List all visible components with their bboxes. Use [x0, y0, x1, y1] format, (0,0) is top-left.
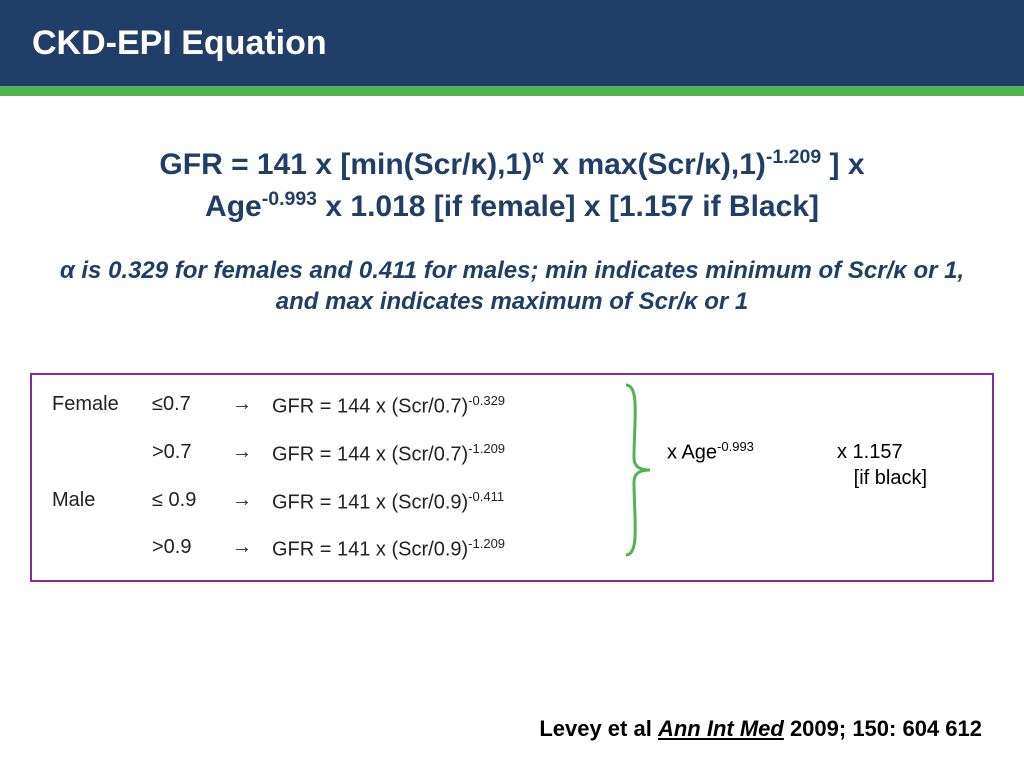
equation-line-2: Age-0.993 x 1.018 [if female] x [1.157 i…	[40, 186, 984, 228]
row-sex	[52, 536, 152, 562]
arrow-icon: →	[232, 536, 272, 562]
row-cond: >0.9	[152, 536, 232, 562]
black-multiplier-line2: [if black]	[854, 467, 927, 489]
row-sex: Male	[52, 489, 152, 515]
equation-note: α is 0.329 for females and 0.411 for mal…	[40, 255, 984, 317]
cases-grid: Female ≤0.7 → GFR = 144 x (Scr/0.7)-0.32…	[52, 393, 972, 562]
row-formula: GFR = 144 x (Scr/0.7)-1.209	[272, 441, 602, 467]
row-formula: GFR = 144 x (Scr/0.7)-0.329	[272, 393, 602, 419]
arrow-icon: →	[232, 393, 272, 419]
slide-title: CKD-EPI Equation	[32, 24, 327, 63]
row-cond: ≤0.7	[152, 393, 232, 419]
black-multiplier-line1: x 1.157	[837, 441, 903, 463]
citation-rest: 2009; 150: 604 612	[784, 716, 982, 741]
citation-journal: Ann Int Med	[658, 716, 784, 741]
black-multiplier: x 1.157 [if black]	[837, 439, 927, 491]
row-formula: GFR = 141 x (Scr/0.9)-1.209	[272, 536, 602, 562]
row-formula: GFR = 141 x (Scr/0.9)-0.411	[272, 489, 602, 515]
slide-header: CKD-EPI Equation	[0, 0, 1024, 86]
brace-icon	[622, 383, 654, 557]
citation: Levey et al Ann Int Med 2009; 150: 604 6…	[539, 716, 982, 742]
slide: CKD-EPI Equation GFR = 141 x [min(Scr/κ)…	[0, 0, 1024, 768]
equation-block: GFR = 141 x [min(Scr/κ),1)α x max(Scr/κ)…	[0, 96, 1024, 317]
age-multiplier: x Age-0.993	[667, 439, 754, 465]
citation-author: Levey et al	[539, 716, 658, 741]
row-sex: Female	[52, 393, 152, 419]
row-cond: >0.7	[152, 441, 232, 467]
row-cond: ≤ 0.9	[152, 489, 232, 515]
accent-bar	[0, 86, 1024, 96]
arrow-icon: →	[232, 441, 272, 467]
cases-table: Female ≤0.7 → GFR = 144 x (Scr/0.7)-0.32…	[30, 373, 994, 582]
arrow-icon: →	[232, 489, 272, 515]
row-sex	[52, 441, 152, 467]
equation-line-1: GFR = 141 x [min(Scr/κ),1)α x max(Scr/κ)…	[40, 144, 984, 186]
